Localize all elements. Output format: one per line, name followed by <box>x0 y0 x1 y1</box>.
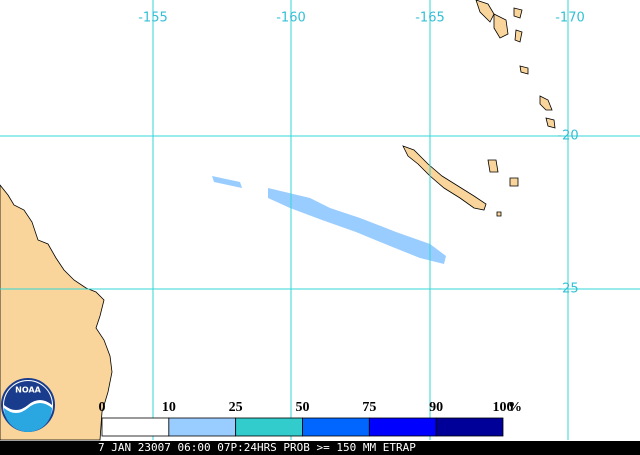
lon-label: -165 <box>415 11 445 26</box>
land-islands <box>475 0 556 217</box>
legend-label: 0 <box>99 400 106 415</box>
legend-swatch <box>435 417 504 437</box>
land-new-caledonia <box>402 145 487 211</box>
lon-label: -170 <box>555 11 585 26</box>
lat-label: -25 <box>557 282 578 297</box>
lon-label: -160 <box>276 11 306 26</box>
legend-unit: % <box>508 400 522 415</box>
lon-label: -155 <box>138 11 168 26</box>
caption-bar <box>0 441 640 455</box>
legend-swatch <box>168 417 237 437</box>
legend-label: 90 <box>429 400 443 415</box>
grid <box>0 0 640 440</box>
noaa-logo: NOAA <box>1 378 55 432</box>
lat-label: -20 <box>557 129 578 144</box>
legend-swatch <box>101 417 170 437</box>
legend-label: 10 <box>162 400 176 415</box>
legend-swatch <box>235 417 303 437</box>
legend-label: 25 <box>229 400 243 415</box>
legend: 0 10 25 50 75 90 100% <box>99 400 522 437</box>
land-australia <box>0 184 113 441</box>
legend-label: 75 <box>362 400 376 415</box>
logo-text: NOAA <box>15 386 41 395</box>
legend-swatch <box>302 417 370 437</box>
legend-swatch <box>368 417 437 437</box>
caption: 7 JAN 23007 06:00 07P:24HRS PROB >= 150 … <box>98 441 416 454</box>
legend-label: 50 <box>296 400 310 415</box>
legend-label: 100 <box>493 400 514 415</box>
probability-swath <box>212 176 446 264</box>
